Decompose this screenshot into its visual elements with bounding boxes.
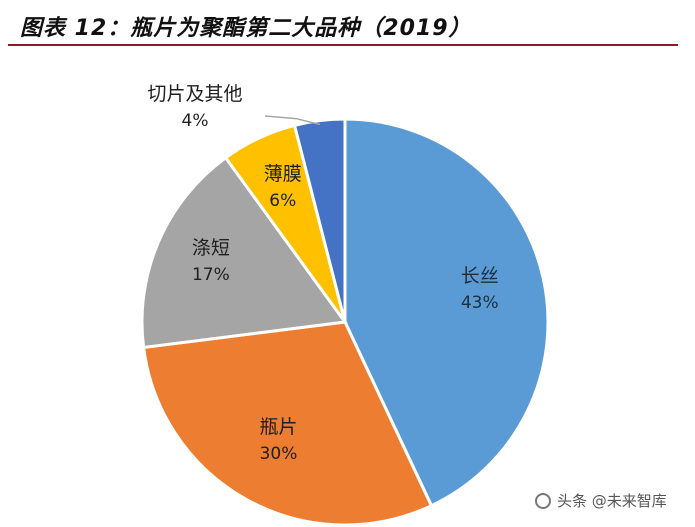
slice-label-1: 瓶片	[259, 416, 297, 438]
chart-title: 图表 12：瓶片为聚酯第二大品种（2019）	[20, 16, 472, 41]
slice-value-4: 4%	[182, 111, 209, 131]
pie-slice-2	[140, 155, 348, 350]
slice-value-2: 17%	[192, 265, 230, 285]
pie-slice-1	[141, 320, 434, 527]
slice-value-1: 30%	[260, 444, 298, 464]
slice-label-2: 涤短	[192, 237, 230, 259]
pie-slice-0	[343, 117, 550, 508]
title-divider	[8, 44, 678, 46]
pie-slice-4	[292, 117, 347, 323]
watermark: 头条 @未来智库	[535, 490, 667, 511]
slice-label-3: 薄膜	[264, 163, 302, 185]
watermark-text: 头条 @未来智库	[557, 492, 667, 510]
leader-line-4	[264, 115, 321, 126]
slice-label-4: 切片及其他	[147, 83, 242, 105]
slice-value-3: 6%	[269, 191, 296, 211]
account-icon	[535, 492, 551, 509]
slice-label-0: 长丝	[461, 265, 499, 287]
slice-value-0: 43%	[461, 293, 499, 313]
